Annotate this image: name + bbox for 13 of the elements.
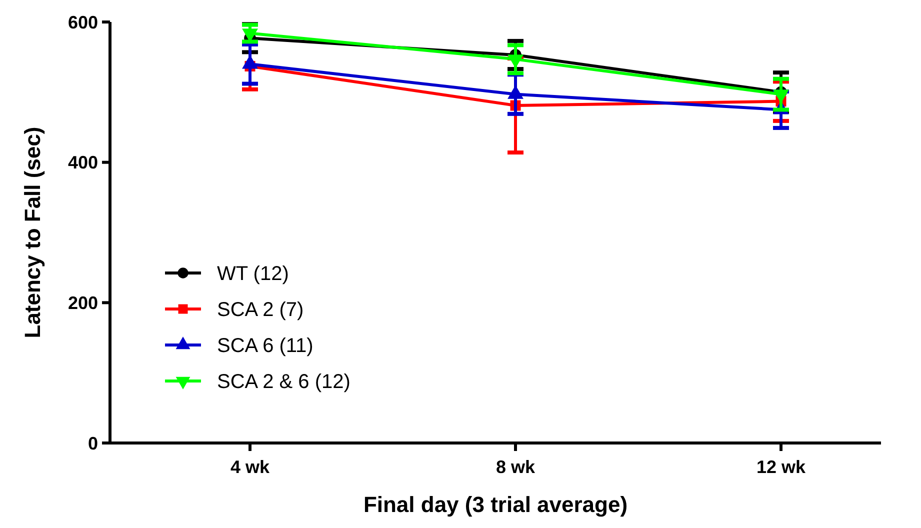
x-tick-label: 12 wk [756,457,806,477]
x-tick-label: 4 wk [230,457,270,477]
legend-label: SCA 6 (11) [217,335,314,357]
x-axis-title: Final day (3 trial average) [363,492,628,517]
y-tick-label: 200 [68,292,98,313]
x-tick-label: 8 wk [496,457,536,477]
y-tick-label: 0 [88,433,98,454]
y-tick-label: 400 [68,152,98,173]
legend-label: SCA 2 & 6 (12) [217,371,350,393]
legend-label: SCA 2 (7) [217,299,304,321]
legend-label: WT (12) [217,263,289,285]
y-tick-label: 600 [68,12,98,32]
y-axis-title: Latency to Fall (sec) [20,126,45,338]
